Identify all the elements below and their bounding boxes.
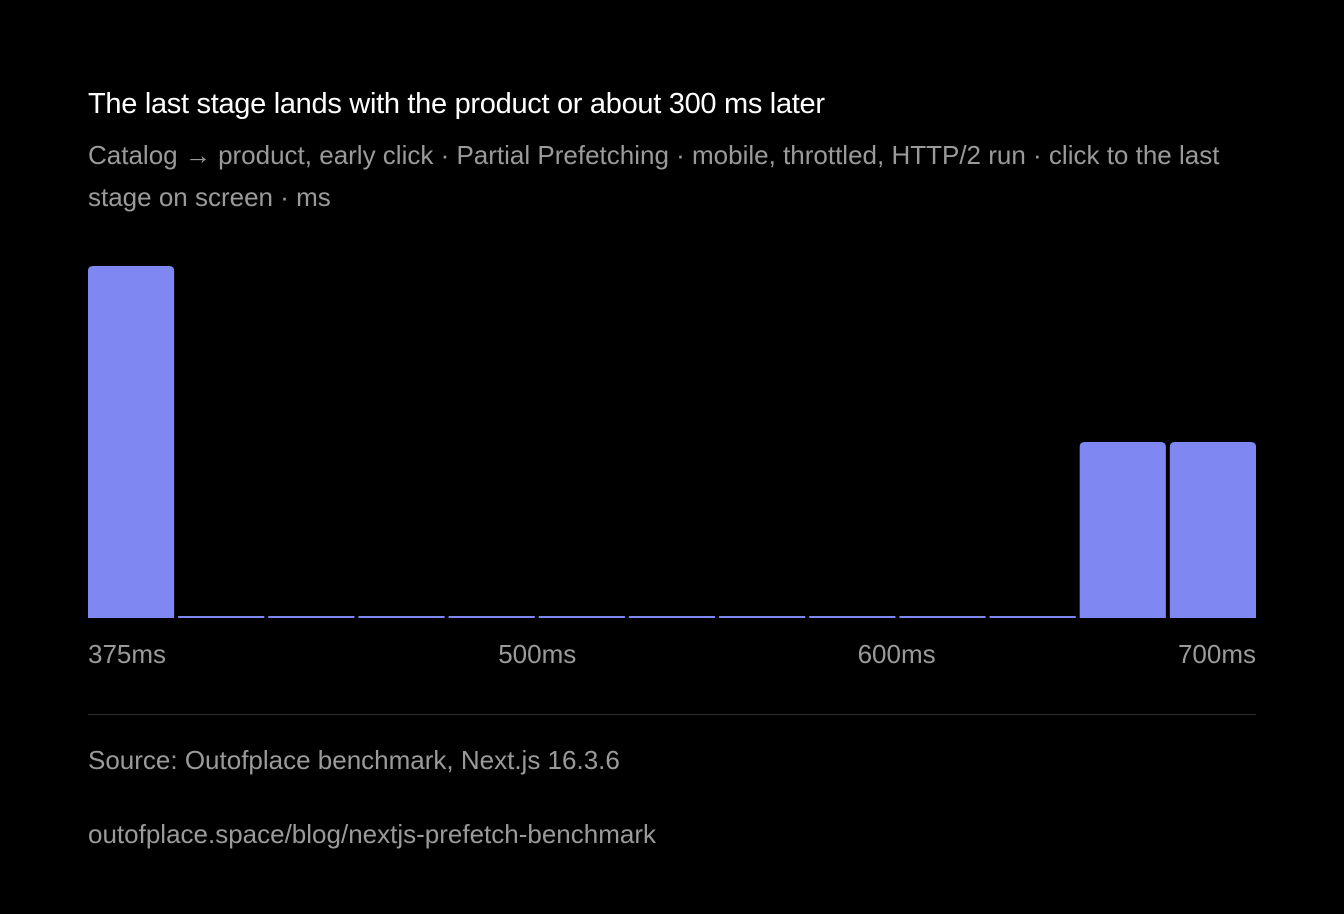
histogram-bar-425 — [268, 616, 355, 618]
histogram-bar-450 — [358, 616, 445, 618]
histogram-chart: 375ms 500ms 600ms 700ms — [88, 240, 1256, 680]
histogram-bar-475 — [448, 616, 535, 618]
x-tick-label-600: 600ms — [858, 639, 936, 669]
histogram-bar-375 — [88, 266, 175, 618]
histogram-bar-575 — [809, 616, 896, 618]
x-axis-ticks: 375ms 500ms 600ms 700ms — [88, 639, 1256, 669]
histogram-bar-500 — [538, 616, 625, 618]
source-note: Source: Outofplace benchmark, Next.js 16… — [88, 745, 620, 775]
histogram-bar-675 — [1169, 442, 1256, 618]
footer-divider — [88, 714, 1256, 715]
source-url: outofplace.space/blog/nextjs-prefetch-be… — [88, 819, 656, 849]
bar-group — [88, 266, 1256, 618]
x-tick-label-500: 500ms — [498, 639, 576, 669]
chart-svg: 375ms 500ms 600ms 700ms — [88, 266, 1256, 669]
histogram-bar-600 — [899, 616, 986, 618]
histogram-bar-550 — [719, 616, 806, 618]
histogram-bar-525 — [628, 616, 716, 618]
histogram-bar-625 — [989, 616, 1076, 618]
chart-title: The last stage lands with the product or… — [88, 88, 825, 120]
x-tick-label-375: 375ms — [88, 639, 166, 669]
histogram-bar-650 — [1079, 442, 1166, 618]
chart-subtitle: Catalog → product, early click · Partial… — [88, 140, 1220, 212]
x-tick-label-700: 700ms — [1178, 639, 1256, 669]
histogram-bar-400 — [178, 616, 265, 618]
